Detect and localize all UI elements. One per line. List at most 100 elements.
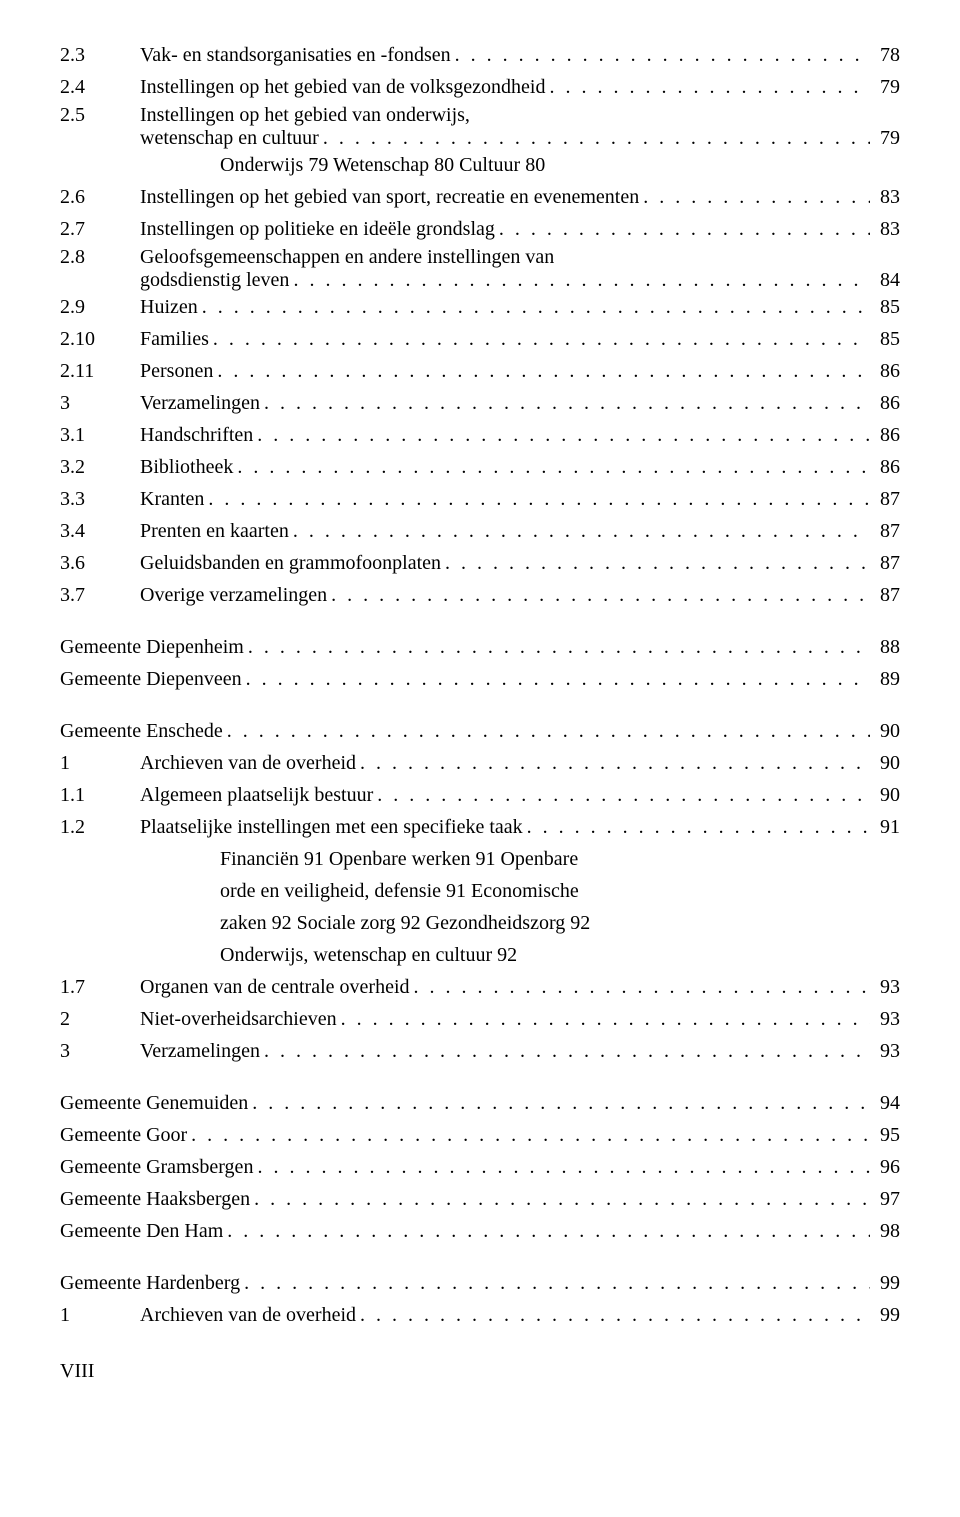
toc-leader-dots: . . . . . . . . . . . . . . . . . . . . …	[639, 182, 870, 212]
toc-page-number: 90	[870, 716, 900, 746]
toc-page-number: 79	[870, 72, 900, 102]
toc-row: 2.3Vak- en standsorganisaties en -fondse…	[60, 40, 900, 70]
toc-entry-title: Prenten en kaarten	[140, 516, 289, 546]
toc-page-number: 98	[870, 1216, 900, 1246]
toc-entry-number: 2.8	[60, 246, 140, 269]
toc-page-number: 85	[870, 324, 900, 354]
toc-group-title: Gemeente Hardenberg	[60, 1268, 240, 1298]
toc-row: 2.6Instellingen op het gebied van sport,…	[60, 182, 900, 212]
toc-page-number: 87	[870, 516, 900, 546]
toc-group-row: Gemeente Haaksbergen. . . . . . . . . . …	[60, 1184, 900, 1214]
toc-leader-dots: . . . . . . . . . . . . . . . . . . . . …	[248, 1088, 870, 1118]
toc-row: 3.6Geluidsbanden en grammofoonplaten. . …	[60, 548, 900, 578]
toc-leader-dots: . . . . . . . . . . . . . . . . . . . . …	[523, 812, 870, 842]
toc-entry-title: Kranten	[140, 484, 204, 514]
toc-row: 1Archieven van de overheid. . . . . . . …	[60, 748, 900, 778]
toc-leader-dots: . . . . . . . . . . . . . . . . . . . . …	[260, 388, 870, 418]
toc-subentry: Onderwijs 79 Wetenschap 80 Cultuur 80	[220, 150, 900, 180]
toc-page-number: 86	[870, 356, 900, 386]
toc-row: 2.4Instellingen op het gebied van de vol…	[60, 72, 900, 102]
toc-page-number: 96	[870, 1152, 900, 1182]
toc-entry-title: Personen	[140, 356, 213, 386]
toc-leader-dots: . . . . . . . . . . . . . . . . . . . . …	[451, 40, 870, 70]
toc-entry-number: 2.10	[60, 324, 140, 354]
toc-leader-dots: . . . . . . . . . . . . . . . . . . . . …	[253, 420, 870, 450]
toc-entry-number: 2.3	[60, 40, 140, 70]
toc-entry-number: 2.7	[60, 214, 140, 244]
toc-entry-title: Geloofsgemeenschappen en andere instelli…	[140, 246, 554, 269]
toc-page-number: 89	[870, 664, 900, 694]
toc-leader-dots: . . . . . . . . . . . . . . . . . . . . …	[253, 1152, 870, 1182]
toc-group-title: Gemeente Den Ham	[60, 1216, 223, 1246]
toc-entry-title: Handschriften	[140, 420, 253, 450]
toc-leader-dots: . . . . . . . . . . . . . . . . . . . . …	[410, 972, 870, 1002]
toc-subentry: orde en veiligheid, defensie 91 Economis…	[220, 876, 900, 906]
toc-entry-number: 1.7	[60, 972, 140, 1002]
toc-group-row: Gemeente Genemuiden. . . . . . . . . . .…	[60, 1088, 900, 1118]
toc-entry-title: Organen van de centrale overheid	[140, 972, 410, 1002]
toc-row: 3Verzamelingen. . . . . . . . . . . . . …	[60, 388, 900, 418]
toc-entry-title: Instellingen op het gebied van de volksg…	[140, 72, 545, 102]
toc-leader-dots: . . . . . . . . . . . . . . . . . . . . …	[250, 1184, 870, 1214]
toc-group-title: Gemeente Genemuiden	[60, 1088, 248, 1118]
toc-group-row: Gemeente Den Ham. . . . . . . . . . . . …	[60, 1216, 900, 1246]
toc-entry-number: 3	[60, 1036, 140, 1066]
toc-entry-title: Huizen	[140, 292, 198, 322]
toc-page-number: 99	[870, 1300, 900, 1330]
toc-page-number: 87	[870, 580, 900, 610]
toc-group-title: Gemeente Haaksbergen	[60, 1184, 250, 1214]
toc-entry-number: 3.7	[60, 580, 140, 610]
toc-entry-title: Families	[140, 324, 209, 354]
toc-page-number: 93	[870, 1004, 900, 1034]
toc-leader-dots: . . . . . . . . . . . . . . . . . . . . …	[441, 548, 870, 578]
toc-entry-number: 3.3	[60, 484, 140, 514]
toc-entry-number: 2.6	[60, 182, 140, 212]
toc-page-number: 86	[870, 388, 900, 418]
toc-row: 2.5Instellingen op het gebied van onderw…	[60, 104, 900, 150]
toc-entry-title: Geluidsbanden en grammofoonplaten	[140, 548, 441, 578]
toc-leader-dots: . . . . . . . . . . . . . . . . . . . . …	[223, 716, 870, 746]
toc-page-number: 93	[870, 972, 900, 1002]
toc-row: 3.3Kranten. . . . . . . . . . . . . . . …	[60, 484, 900, 514]
toc-page-number: 87	[870, 548, 900, 578]
toc-entry-title-cont: godsdienstig leven	[140, 269, 289, 292]
toc-entry-title: Plaatselijke instellingen met een specif…	[140, 812, 523, 842]
toc-entry-number: 2.4	[60, 72, 140, 102]
toc-page-number: 94	[870, 1088, 900, 1118]
toc-entry-title: Bibliotheek	[140, 452, 233, 482]
toc-entry-title-cont: wetenschap en cultuur	[140, 127, 319, 150]
toc-leader-dots: . . . . . . . . . . . . . . . . . . . . …	[198, 292, 870, 322]
toc-leader-dots: . . . . . . . . . . . . . . . . . . . . …	[337, 1004, 870, 1034]
toc-group-row: Gemeente Enschede. . . . . . . . . . . .…	[60, 716, 900, 746]
toc-leader-dots: . . . . . . . . . . . . . . . . . . . . …	[545, 72, 870, 102]
toc-row: 1.1Algemeen plaatselijk bestuur. . . . .…	[60, 780, 900, 810]
toc-row: 3.4Prenten en kaarten. . . . . . . . . .…	[60, 516, 900, 546]
toc-entry-title: Algemeen plaatselijk bestuur	[140, 780, 373, 810]
toc-leader-dots: . . . . . . . . . . . . . . . . . . . . …	[233, 452, 870, 482]
toc-row: 2.8Geloofsgemeenschappen en andere inste…	[60, 246, 900, 292]
toc-entry-number: 2.11	[60, 356, 140, 386]
toc-entry-number: 3.1	[60, 420, 140, 450]
toc-row: 3.7Overige verzamelingen. . . . . . . . …	[60, 580, 900, 610]
toc-subentry: zaken 92 Sociale zorg 92 Gezondheidszorg…	[220, 908, 900, 938]
toc-group-title: Gemeente Diepenveen	[60, 664, 242, 694]
toc-page-number: 88	[870, 632, 900, 662]
toc-page-number: 99	[870, 1268, 900, 1298]
toc-entry-number: 3.2	[60, 452, 140, 482]
toc-group-row: Gemeente Gramsbergen. . . . . . . . . . …	[60, 1152, 900, 1182]
toc-page-number: 85	[870, 292, 900, 322]
toc-page-number: 83	[870, 214, 900, 244]
toc-leader-dots: . . . . . . . . . . . . . . . . . . . . …	[495, 214, 870, 244]
toc-entry-number: 1	[60, 1300, 140, 1330]
toc-entry-title: Archieven van de overheid	[140, 748, 356, 778]
page-number-footer: VIII	[60, 1360, 900, 1383]
toc-page-number: 93	[870, 1036, 900, 1066]
toc-entry-title: Archieven van de overheid	[140, 1300, 356, 1330]
toc-group-title: Gemeente Goor	[60, 1120, 187, 1150]
toc-page-number: 79	[870, 127, 900, 150]
toc-entry-title: Instellingen op politieke en ideële gron…	[140, 214, 495, 244]
toc-page-number: 87	[870, 484, 900, 514]
toc-group-title: Gemeente Gramsbergen	[60, 1152, 253, 1182]
toc-row: 1Archieven van de overheid. . . . . . . …	[60, 1300, 900, 1330]
toc-leader-dots: . . . . . . . . . . . . . . . . . . . . …	[327, 580, 870, 610]
